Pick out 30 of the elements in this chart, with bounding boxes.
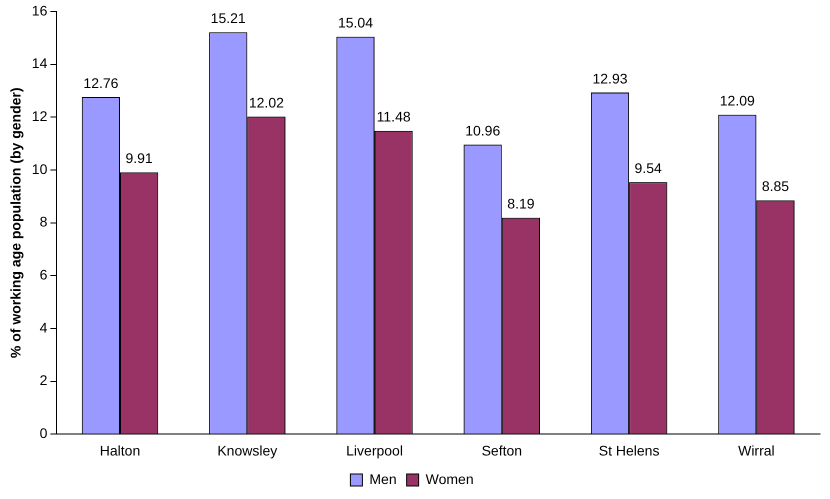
data-label: 12.02 (248, 94, 284, 110)
data-label: 9.91 (125, 150, 153, 166)
y-tick-label: 6 (40, 266, 48, 283)
data-label: 15.21 (210, 10, 246, 26)
data-label: 8.19 (507, 196, 535, 212)
x-tick-label: Sefton (482, 442, 522, 458)
data-label: 12.76 (83, 74, 119, 91)
x-tick-label: St Helens (598, 442, 660, 458)
y-tick-label: 14 (32, 55, 48, 72)
data-label: 12.93 (592, 70, 628, 86)
y-tick-label: 4 (40, 319, 48, 336)
x-tick-label: Wirral (738, 442, 775, 458)
data-label: 15.04 (338, 14, 374, 31)
data-label: 10.96 (465, 122, 500, 138)
data-label: 8.85 (762, 178, 790, 194)
y-tick-label: 8 (40, 214, 48, 230)
y-tick-label: 16 (32, 2, 48, 18)
legend-label: Women (426, 470, 474, 487)
x-tick-label: Liverpool (346, 442, 403, 458)
y-tick-label: 0 (40, 425, 48, 442)
legend-label: Men (369, 470, 397, 487)
y-tick-label: 2 (40, 372, 48, 388)
data-label: 11.48 (376, 108, 411, 125)
data-label: 9.54 (634, 160, 662, 176)
y-axis-title: % of working age population (by gender) (7, 87, 24, 358)
y-tick-label: 10 (32, 160, 48, 177)
x-tick-label: Knowsley (217, 442, 278, 458)
y-tick-label: 12 (32, 108, 48, 124)
data-label: 12.09 (720, 92, 755, 109)
x-tick-label: Halton (100, 442, 140, 458)
